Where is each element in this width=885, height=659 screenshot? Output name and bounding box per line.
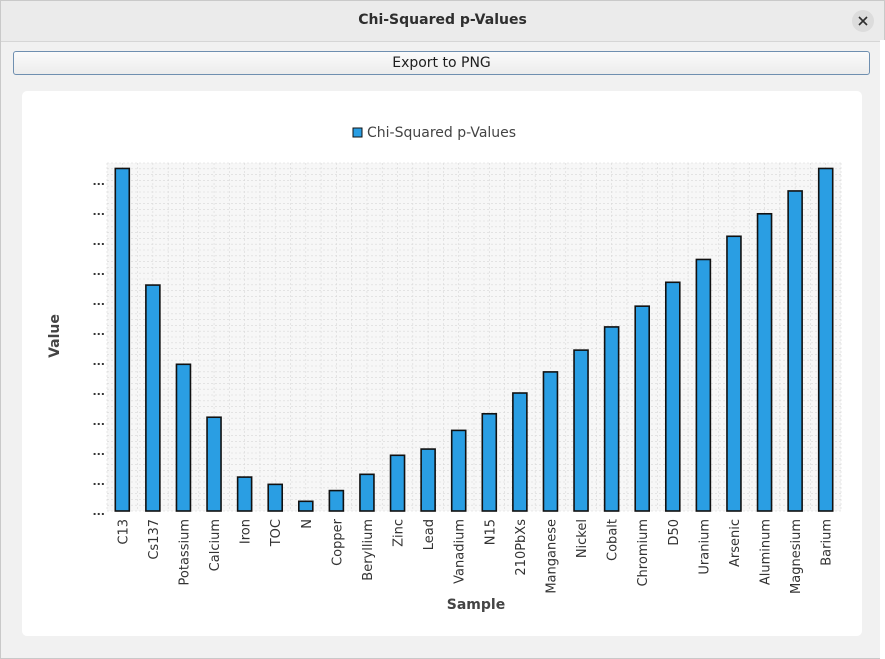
x-tick-label: Barium [820,519,835,566]
window-edge [880,40,885,659]
bar-aluminum [756,212,773,512]
x-tick-label: N [300,519,315,529]
y-tick-label: ... [92,325,105,338]
window-title: Chi-Squared p-Values [358,12,527,28]
x-tick-label: Beryllium [361,519,376,581]
close-button[interactable] [852,10,874,32]
chart-panel: Chi-Squared p-Values ...................… [22,91,862,636]
bar-n15 [481,412,498,512]
bars [114,167,834,512]
x-tick-label: Vanadium [453,519,468,584]
bar-nickel [573,349,589,512]
bar-210pbxs [512,392,528,512]
legend: Chi-Squared p-Values [352,125,516,141]
x-tick-label: 210PbXs [514,519,529,576]
x-tick-label: Nickel [575,519,590,558]
x-tick-label: D50 [667,519,682,546]
bar-beryllium [359,473,375,512]
bar-copper [328,489,345,512]
legend-label: Chi-Squared p-Values [367,125,516,141]
y-tick-label: ... [92,445,105,458]
x-tick-label: Arsenic [728,519,743,567]
x-tick-label: Calcium [208,519,223,571]
y-tick-label: ... [92,265,105,278]
x-tick-label: Potassium [177,519,192,585]
bar-potassium [175,363,192,512]
y-tick-label: ... [92,505,105,518]
y-axis-label: Value [47,314,63,358]
bar-chart: Chi-Squared p-Values ...................… [47,125,842,613]
bar-manganese [542,371,559,512]
bar-magnesium [787,190,803,512]
bar-lead [420,448,436,512]
bar-calcium [206,416,222,512]
x-axis-label: Sample [447,597,505,613]
y-tick-label: ... [92,205,105,218]
x-tick-label: Aluminum [759,519,774,585]
bar-cs137 [145,284,161,512]
y-tick-label: ... [92,415,105,428]
x-tick-label: Lead [422,519,437,550]
bar-c13 [114,167,131,512]
legend-swatch [352,127,363,138]
bar-arsenic [726,235,742,512]
bar-d50 [664,281,681,512]
x-tick-label: Copper [330,518,345,566]
x-tick-label: Manganese [544,519,559,594]
x-ticks: C13 Cs137 Potassium Calcium Iron TOC N Copper Be… [116,518,834,594]
x-tick-label: Chromium [636,519,651,587]
y-tick-label: ... [92,475,105,488]
y-tick-label: ... [92,175,105,188]
x-tick-label: Cobalt [606,519,621,561]
y-tick-label: ... [92,355,105,368]
export-png-button[interactable]: Export to PNG [13,51,870,75]
y-tick-label: ... [92,385,105,398]
x-tick-label: TOC [269,519,284,547]
x-tick-label: Zinc [392,519,407,547]
x-tick-label: Cs137 [147,519,162,560]
title-bar: Chi-Squared p-Values [1,1,884,42]
y-ticks: .................................... [92,175,105,518]
bar-toc [267,483,284,512]
x-tick-label: N15 [483,519,498,545]
x-tick-label: Iron [239,519,254,544]
bar-vanadium [450,429,467,512]
bar-zinc [389,454,406,512]
x-tick-label: C13 [116,519,131,545]
bar-iron [236,476,253,512]
close-icon [858,16,868,26]
bar-chromium [634,305,651,512]
bar-barium [817,167,834,512]
x-tick-label: Uranium [697,519,712,575]
bar-uranium [695,258,712,512]
y-tick-label: ... [92,295,105,308]
y-tick-label: ... [92,235,105,248]
x-tick-label: Magnesium [789,519,804,594]
bar-cobalt [603,326,620,512]
bar-n [297,500,314,512]
